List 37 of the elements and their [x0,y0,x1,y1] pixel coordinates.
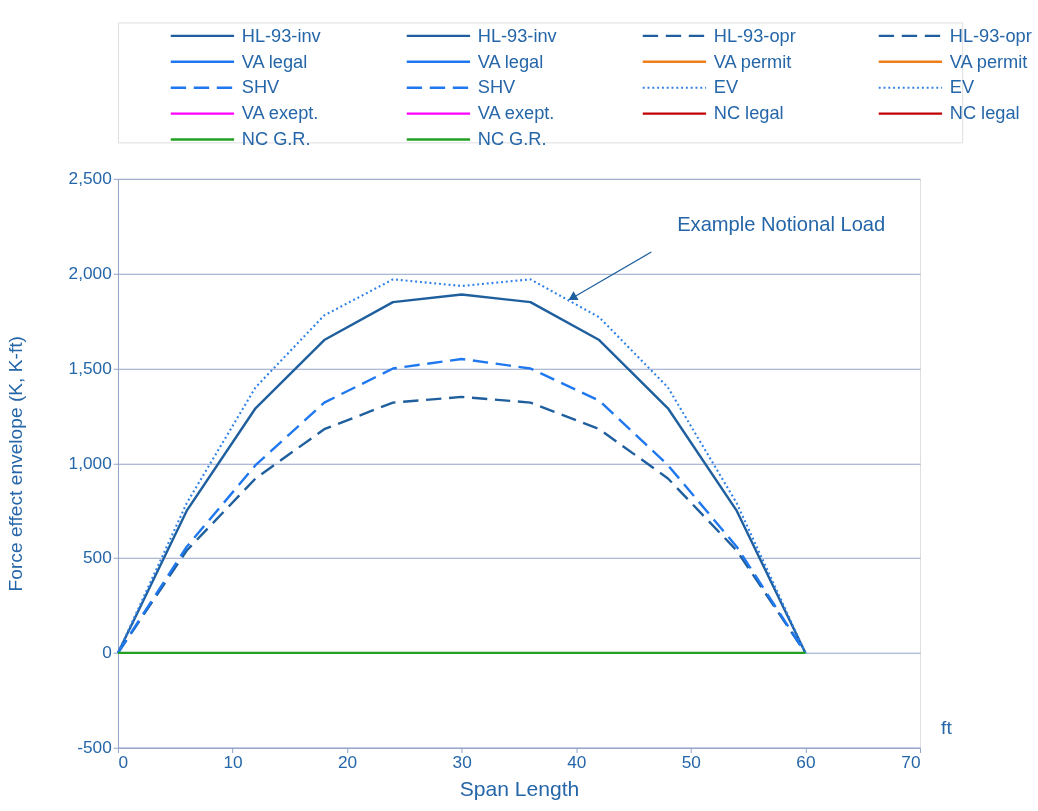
text: VA permit [949,51,1028,72]
legend-label: HL-93-opr [713,25,796,46]
annotation: Example Notional Load [677,212,886,235]
text: NC G.R. [477,129,547,150]
x-tick-label: 20 [338,752,358,773]
legend-label: EV [713,77,739,98]
x-axis-title: Span Length [459,777,580,801]
text: NC legal [949,103,1020,124]
y-tick-label: 0 [102,642,112,663]
x-tick-label: 60 [796,752,816,773]
legend-label: VA exept. [241,103,319,124]
legend-label: VA legal [241,51,308,72]
text: ft [941,717,953,739]
y-axis-title: Force effect envelope (K, K-ft) [4,336,26,592]
legend-label: NC legal [713,103,784,124]
y-tick-label: 2,500 [68,168,112,189]
x-tick-label: 50 [681,752,701,773]
legend-label: SHV [241,77,281,98]
x-tick-label: 10 [223,752,243,773]
legend-label: NC G.R. [241,129,311,150]
x-tick-label: 0 [118,752,129,773]
y-tick-label: 500 [82,547,112,568]
legend-label: VA permit [713,51,792,72]
y-tick-label: 1,500 [68,357,112,378]
y-tick-label: -500 [77,737,112,757]
y-tick-label: 1,000 [68,452,112,473]
y-tick-label: 2,000 [68,262,112,283]
text: SHV [477,77,516,98]
text: EV [949,77,975,98]
text: VA exept. [477,103,555,124]
text: VA legal [477,51,544,72]
x-tick-label: 30 [452,752,472,773]
x-tick-label: 40 [567,752,587,773]
text: HL-93-inv [477,25,557,46]
x-tick-label: 70 [901,752,921,773]
text: HL-93-opr [949,25,1032,46]
legend-label: HL-93-inv [241,25,322,46]
